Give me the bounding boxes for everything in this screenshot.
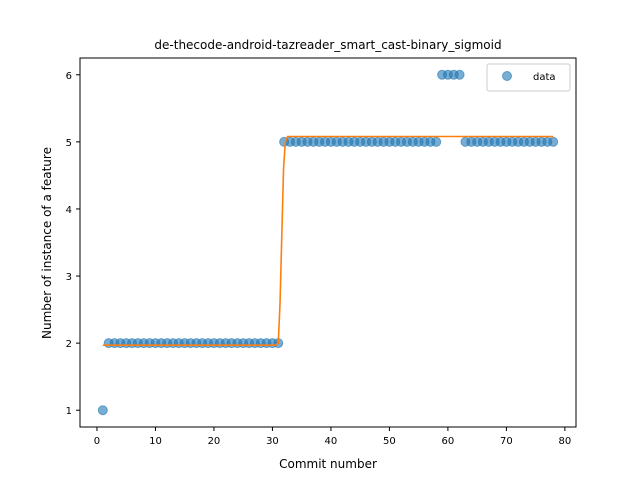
axes-frame xyxy=(79,57,577,428)
x-tick-label: 30 xyxy=(266,436,279,447)
y-axis-ticks: 1 2 3 4 5 6 xyxy=(66,71,80,417)
chart-title: de-thecode-android-tazreader_smart_cast-… xyxy=(154,38,501,52)
y-tick-label: 5 xyxy=(66,138,72,149)
legend-label-data: data xyxy=(533,72,556,83)
y-tick-label: 3 xyxy=(66,272,72,283)
legend-frame xyxy=(486,63,571,92)
legend: data xyxy=(486,63,571,92)
y-tick-label: 6 xyxy=(66,71,72,82)
data-point xyxy=(431,136,442,147)
x-tick-label: 0 xyxy=(94,436,100,447)
legend-marker-data xyxy=(502,71,512,81)
x-tick-label: 70 xyxy=(500,436,513,447)
x-tick-label: 20 xyxy=(208,436,221,447)
x-tick-label: 40 xyxy=(325,436,338,447)
x-axis-label: Commit number xyxy=(279,457,377,471)
x-tick-label: 60 xyxy=(442,436,455,447)
x-tick-label: 80 xyxy=(559,436,572,447)
y-axis-label: Number of instance of a feature xyxy=(40,147,54,339)
y-tick-label: 2 xyxy=(66,339,72,350)
data-point xyxy=(454,69,465,80)
x-tick-label: 50 xyxy=(383,436,396,447)
x-tick-label: 10 xyxy=(149,436,162,447)
x-axis-ticks: 0 10 20 30 40 50 60 70 80 xyxy=(94,427,571,447)
data-point xyxy=(97,405,108,416)
y-tick-label: 4 xyxy=(66,205,72,216)
plot-area xyxy=(79,57,577,428)
data-point xyxy=(548,136,559,147)
fit-line xyxy=(102,135,554,346)
y-tick-label: 1 xyxy=(66,406,72,417)
